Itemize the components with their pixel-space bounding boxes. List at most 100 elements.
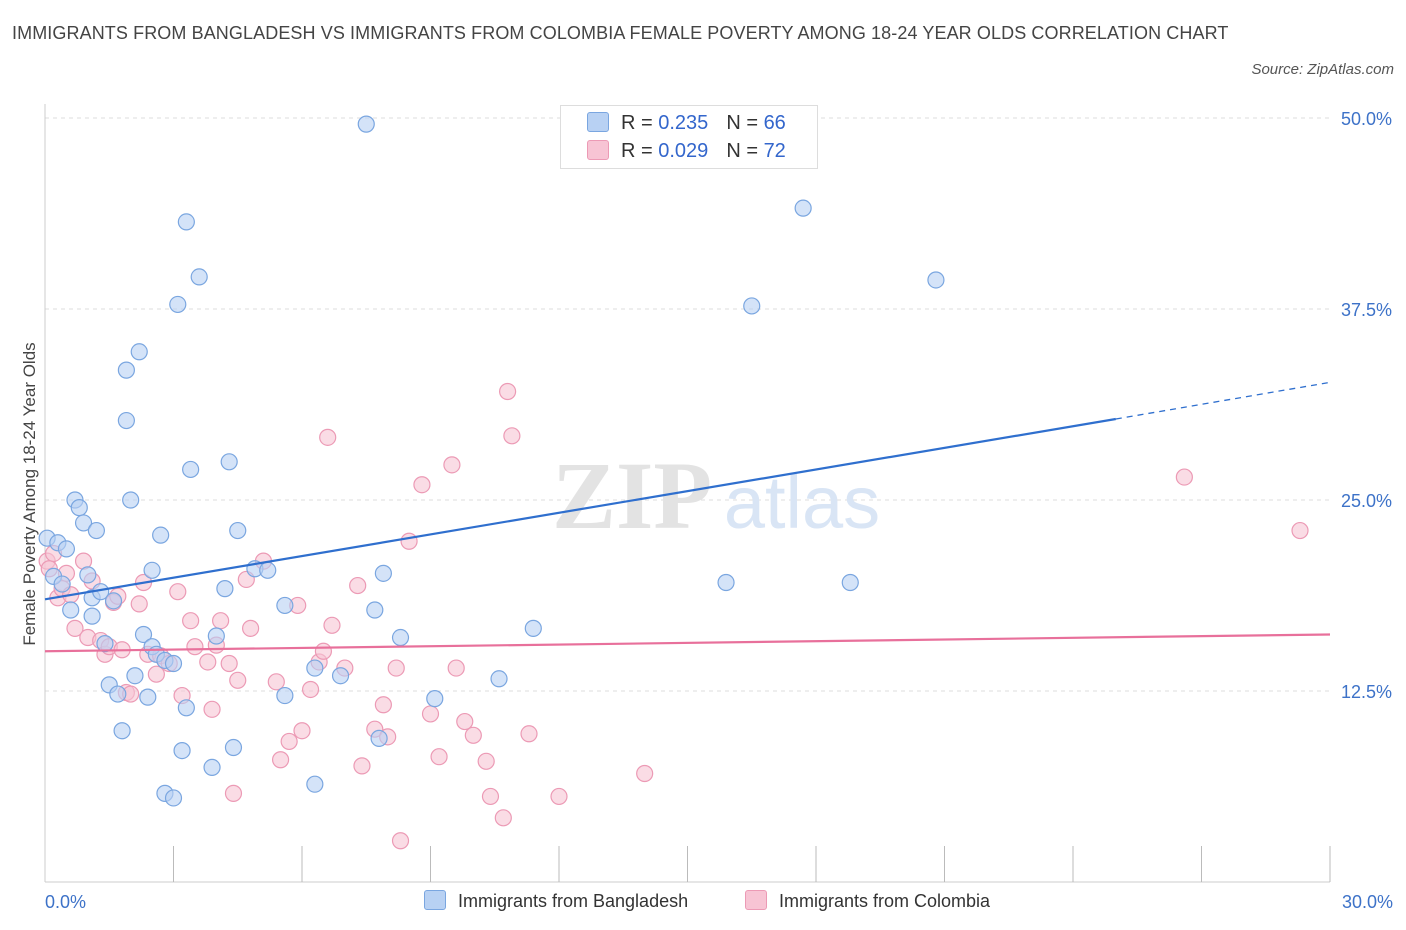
- bangladesh-point: [216, 580, 234, 598]
- bangladesh-point: [104, 592, 123, 610]
- colombia-point: [353, 757, 371, 775]
- bangladesh-point: [490, 670, 508, 688]
- bangladesh-point: [524, 619, 542, 637]
- bangladesh-point: [743, 297, 761, 315]
- bangladesh-point: [276, 686, 294, 705]
- bangladesh-point: [370, 729, 388, 747]
- colombia-legend-label: Immigrants from Colombia: [779, 891, 991, 911]
- bangladesh-point: [130, 343, 148, 361]
- colombia-legend-swatch: [745, 890, 767, 910]
- trend-lines: [44, 381, 1331, 653]
- chart-source: Source: ZipAtlas.com: [1251, 61, 1394, 78]
- bangladesh-r-label: R =: [621, 112, 653, 134]
- bangladesh-swatch: [587, 112, 609, 132]
- bangladesh-point: [122, 491, 140, 509]
- bangladesh-point: [391, 628, 410, 647]
- bangladesh-trend-extension: [1115, 381, 1331, 420]
- colombia-point: [224, 784, 243, 802]
- bangladesh-point: [169, 295, 187, 314]
- chart-title: IMMIGRANTS FROM BANGLADESH VS IMMIGRANTS…: [12, 23, 1229, 43]
- bangladesh-point: [229, 521, 247, 540]
- bangladesh-point: [152, 526, 170, 544]
- bangladesh-point: [366, 601, 384, 619]
- colombia-point: [271, 751, 290, 769]
- colombia-point: [203, 700, 221, 718]
- bangladesh-point: [126, 667, 144, 685]
- bangladesh-point: [109, 685, 127, 703]
- bangladesh-point: [374, 564, 392, 582]
- bangladesh-point: [74, 514, 93, 532]
- bangladesh-point: [143, 561, 161, 579]
- y-tick-label: 37.5%: [1341, 300, 1392, 320]
- bangladesh-point: [177, 699, 195, 717]
- colombia-point: [1175, 468, 1193, 486]
- bangladesh-point: [190, 268, 208, 286]
- bangladesh-point: [139, 688, 157, 706]
- colombia-point: [319, 428, 337, 446]
- colombia-point: [494, 809, 512, 827]
- colombia-r-label: R =: [621, 140, 653, 162]
- bangladesh-point: [927, 271, 945, 289]
- colombia-point: [391, 832, 410, 850]
- colombia-point: [301, 680, 320, 699]
- colombia-point: [229, 671, 247, 689]
- colombia-point: [430, 748, 448, 766]
- colombia-point: [280, 732, 298, 751]
- watermark: ZIP atlas: [552, 442, 880, 549]
- bangladesh-point: [331, 667, 350, 685]
- legend-row-bangladesh: R = 0.235 N = 66: [587, 112, 786, 136]
- y-tick-label: 25.0%: [1341, 491, 1392, 511]
- colombia-r-value: 0.029: [658, 140, 709, 162]
- colombia-point: [182, 612, 200, 630]
- colombia-point: [293, 722, 311, 740]
- y-tick-label: 50.0%: [1341, 109, 1392, 129]
- colombia-point: [267, 673, 285, 691]
- colombia-point: [520, 725, 538, 743]
- colombia-point: [550, 787, 568, 806]
- bangladesh-point: [79, 566, 97, 584]
- bangladesh-point: [841, 573, 859, 592]
- bangladesh-point: [83, 607, 101, 625]
- colombia-point: [169, 583, 187, 601]
- bangladesh-point: [426, 690, 444, 708]
- bangladesh-point: [306, 659, 324, 677]
- colombia-point: [374, 696, 392, 714]
- colombia-point: [477, 752, 495, 770]
- bangladesh-point: [224, 738, 243, 757]
- bangladesh-point: [57, 540, 76, 558]
- bangladesh-point: [182, 460, 200, 479]
- bangladesh-point: [96, 635, 114, 653]
- bangladesh-point: [259, 561, 277, 579]
- colombia-point: [1291, 521, 1309, 540]
- colombia-point: [503, 427, 521, 445]
- stats-legend: R = 0.235 N = 66 R = 0.029 N = 72: [560, 105, 818, 169]
- colombia-point: [314, 642, 333, 660]
- colombia-point: [636, 764, 654, 783]
- colombia-point: [464, 726, 482, 744]
- bangladesh-points: [38, 115, 945, 807]
- bangladesh-point: [113, 722, 131, 740]
- colombia-point: [130, 595, 148, 613]
- colombia-point: [447, 659, 465, 677]
- colombia-point: [456, 712, 474, 731]
- colombia-point: [220, 654, 238, 673]
- y-axis-label: Female Poverty Among 18-24 Year Olds: [20, 342, 39, 645]
- bangladesh-point: [717, 573, 735, 592]
- colombia-point: [499, 382, 517, 401]
- colombia-n-label: N =: [726, 140, 758, 162]
- bangladesh-point: [117, 411, 135, 430]
- bangladesh-point: [177, 213, 195, 231]
- colombia-point: [199, 653, 217, 671]
- bangladesh-point: [220, 453, 238, 471]
- bangladesh-n-value: 66: [763, 112, 786, 134]
- bangladesh-point: [207, 627, 225, 645]
- colombia-point: [349, 576, 367, 595]
- legend-row-colombia: R = 0.029 N = 72: [587, 140, 786, 164]
- bangladesh-point: [87, 521, 106, 540]
- colombia-point: [400, 532, 418, 550]
- bangladesh-legend-swatch: [424, 890, 446, 910]
- bangladesh-point: [134, 625, 153, 644]
- colombia-point: [147, 665, 165, 683]
- bangladesh-point: [306, 775, 324, 793]
- bangladesh-point: [203, 758, 221, 777]
